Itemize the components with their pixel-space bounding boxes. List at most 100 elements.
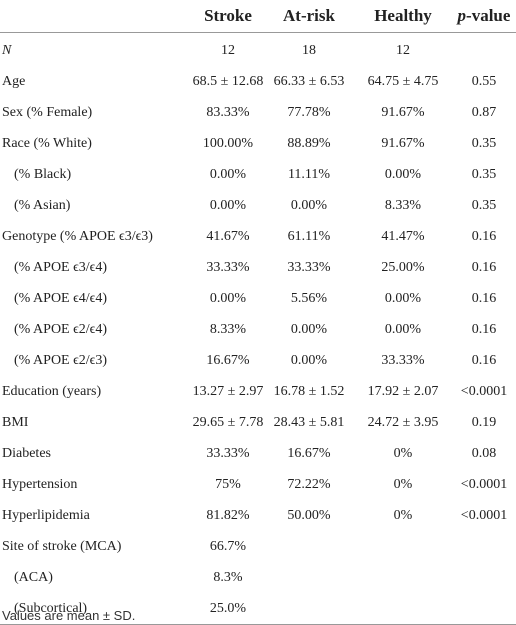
cell: 0.35 [471,135,497,151]
row-label: BMI [2,414,29,430]
cell: 33.33% [206,259,250,275]
cell: 0.87 [471,104,497,120]
cell: 0.16 [471,228,497,244]
cell: 5.56% [290,290,328,306]
empty-cell [452,562,516,593]
cell: 0.00% [209,290,247,306]
table-row: Hyperlipidemia 81.82% 50.00% 0% <0.0001 [0,500,516,531]
table-row: Hypertension 75% 72.22% 0% <0.0001 [0,469,516,500]
row-label: Race (% White) [2,135,92,151]
table-row: Education (years) 13.27 ± 2.97 16.78 ± 1.5… [0,376,516,407]
table-row: (% Asian) 0.00% 0.00% 8.33% 0.35 [0,190,516,221]
empty-cell [452,593,516,625]
cell: <0.0001 [460,507,508,523]
table-row: (% APOE ϵ2/ϵ4) 8.33% 0.00% 0.00% 0.16 [0,314,516,345]
row-label: (% APOE ϵ4/ϵ4) [14,290,107,306]
cell: 66.33 ± 6.53 [273,73,345,89]
cell: 91.67% [381,104,425,120]
row-label: Hyperlipidemia [2,507,90,523]
table-row: (ACA) 8.3% [0,562,516,593]
table-row: N 12 18 12 [0,35,516,66]
header-row: Stroke At-risk Healthy p-value [0,0,516,33]
cell: 68.5 ± 12.68 [192,73,264,89]
cell: 0% [393,445,413,461]
empty-cell [354,531,452,562]
empty-cell [452,531,516,562]
cell: 29.65 ± 7.78 [192,414,264,430]
table-row: Diabetes 33.33% 16.67% 0% 0.08 [0,438,516,469]
empty-cell [264,531,354,562]
cell [452,35,516,66]
table-row: Site of stroke (MCA) 66.7% [0,531,516,562]
empty-cell [354,562,452,593]
cell: 0.00% [290,352,328,368]
header-cell: Healthy [354,0,452,33]
cell: 0% [393,476,413,492]
row-label: Age [2,73,26,89]
cell: 100.00% [202,135,254,151]
cell: 8.33% [384,197,422,213]
row-label: (ACA) [14,569,53,585]
cell: 13.27 ± 2.97 [192,383,264,399]
row-label: (% APOE ϵ2/ϵ3) [14,352,107,368]
cell: 50.00% [287,507,331,523]
cell: 24.72 ± 3.95 [367,414,439,430]
cell: 0.35 [471,166,497,182]
cell: 81.82% [206,507,250,523]
footnote: Values are mean ± SD. [2,608,136,623]
cell: 0.35 [471,197,497,213]
cell: 28.43 ± 5.81 [273,414,345,430]
cell: 8.3% [213,569,243,585]
cell: 61.11% [287,228,331,244]
cell: 41.47% [381,228,425,244]
table-row: Age 68.5 ± 12.68 66.33 ± 6.53 64.75 ± 4.75 0… [0,66,516,97]
cell: 0.16 [471,290,497,306]
row-label: (% APOE ϵ3/ϵ4) [14,259,107,275]
cell: 16.67% [287,445,331,461]
cell: 0.00% [384,166,422,182]
empty-cell [354,593,452,625]
header-cell: p-value [452,0,516,33]
row-label: N [2,42,12,58]
cell: 0.08 [471,445,497,461]
cell: 0.16 [471,352,497,368]
cell: 8.33% [209,321,247,337]
row-label: (% APOE ϵ2/ϵ4) [14,321,107,337]
cell: 0.00% [209,166,247,182]
table-row: BMI 29.65 ± 7.78 28.43 ± 5.81 24.72 ± 3.95 0… [0,407,516,438]
cell: 64.75 ± 4.75 [367,73,439,89]
table-row: (% APOE ϵ4/ϵ4) 0.00% 5.56% 0.00% 0.16 [0,283,516,314]
cell: 0.16 [471,321,497,337]
cell: 41.67% [206,228,250,244]
row-label: Genotype (% APOE ϵ3/ϵ3) [2,228,153,244]
header-cell [0,0,192,33]
cell: 33.33% [381,352,425,368]
cell: <0.0001 [460,383,508,399]
cell: 0.00% [384,290,422,306]
cell: 33.33% [287,259,331,275]
cell: 16.78 ± 1.52 [273,383,345,399]
cell: 0% [393,507,413,523]
cell: 0.55 [471,73,497,89]
row-label: (% Black) [14,166,72,182]
cell: 11.11% [287,166,331,182]
cell: 0.00% [290,321,328,337]
cell: 17.92 ± 2.07 [367,383,439,399]
row-label: Diabetes [2,445,51,461]
cell: <0.0001 [460,476,508,492]
row-label: Site of stroke (MCA) [2,538,122,554]
cell: 0.00% [290,197,328,213]
cell: 0.19 [471,414,497,430]
cell: 91.67% [381,135,425,151]
cell: 25.0% [192,593,264,625]
table-row: (% APOE ϵ2/ϵ3) 16.67% 0.00% 33.33% 0.16 [0,345,516,376]
row-label: (% Asian) [14,197,71,213]
cell: 66.7% [209,538,247,554]
cell: 16.67% [206,352,250,368]
row-label: Hypertension [2,476,78,492]
cell: 12 [221,42,235,58]
table-row: Race (% White) 100.00% 88.89% 91.67% 0.35 [0,128,516,159]
cell: 83.33% [206,104,250,120]
